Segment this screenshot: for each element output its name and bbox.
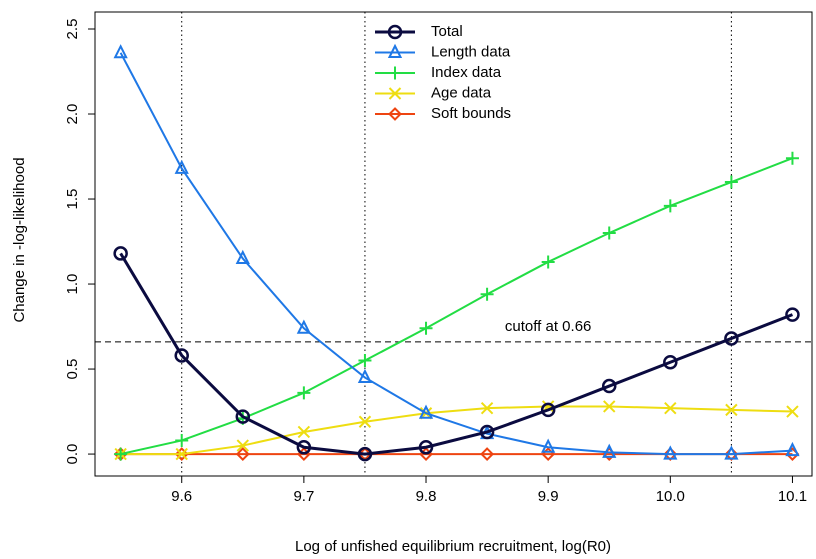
point-marker <box>663 355 678 370</box>
point-marker <box>603 400 616 413</box>
point-marker <box>480 447 495 461</box>
point-marker <box>296 440 312 455</box>
point-marker <box>663 445 678 460</box>
series-line <box>119 252 794 456</box>
point-marker <box>786 405 799 418</box>
series-line <box>120 157 793 456</box>
point-marker <box>785 151 799 165</box>
point-marker <box>174 159 189 174</box>
legend-marker <box>388 87 402 100</box>
legend-marker <box>387 24 403 40</box>
y-tick-label: 0.0 <box>64 444 81 465</box>
point-marker <box>114 447 128 461</box>
point-marker <box>174 348 189 363</box>
legend-marker <box>388 107 402 121</box>
legend-label: Soft bounds <box>431 105 511 122</box>
point-marker <box>235 409 251 424</box>
point-marker <box>541 255 555 269</box>
point-marker <box>602 226 616 240</box>
point-marker <box>419 321 433 335</box>
y-tick-label: 0.5 <box>64 359 81 380</box>
point-marker <box>785 441 800 457</box>
point-marker <box>724 331 739 346</box>
legend-label: Age data <box>431 84 492 101</box>
x-tick-label: 9.6 <box>171 488 192 505</box>
legend-label: Total <box>431 23 463 40</box>
series-line <box>119 52 793 456</box>
point-marker <box>358 354 372 368</box>
point-marker <box>235 447 250 461</box>
point-marker <box>175 447 188 461</box>
point-marker <box>541 438 556 453</box>
point-marker <box>113 44 128 59</box>
point-marker <box>297 386 311 400</box>
point-marker <box>296 319 311 334</box>
point-marker <box>235 249 250 265</box>
legend-label: Index data <box>431 64 502 81</box>
x-tick-label: 9.9 <box>538 488 559 505</box>
point-marker <box>480 287 494 301</box>
point-marker <box>479 424 495 440</box>
point-marker <box>113 246 128 261</box>
x-tick-label: 10.0 <box>656 488 685 505</box>
x-tick-label: 9.7 <box>293 488 314 505</box>
x-tick-label: 9.8 <box>416 488 437 505</box>
point-marker <box>174 447 189 461</box>
point-marker <box>236 439 250 452</box>
x-tick-label: 10.1 <box>778 488 807 505</box>
point-marker <box>357 368 373 384</box>
point-marker <box>724 447 739 461</box>
y-tick-label: 1.5 <box>64 189 81 210</box>
plot-frame <box>94 11 813 477</box>
point-marker <box>663 447 678 461</box>
series-line <box>120 405 793 456</box>
point-marker <box>297 425 311 439</box>
point-marker <box>358 415 372 428</box>
point-marker <box>480 401 494 415</box>
point-marker <box>601 378 617 394</box>
point-marker <box>724 175 738 189</box>
legend-marker <box>388 66 402 80</box>
y-tick-label: 2.5 <box>64 19 81 40</box>
x-axis-label: Log of unfished equilibrium recruitment,… <box>295 538 611 555</box>
y-axis-label: Change in -log-likelihood <box>11 157 28 322</box>
point-marker <box>175 433 189 447</box>
y-tick-label: 2.0 <box>64 104 81 125</box>
legend-label: Length data <box>431 43 511 60</box>
point-marker <box>663 199 677 213</box>
point-marker <box>785 307 800 322</box>
point-marker <box>418 404 434 419</box>
point-marker <box>602 443 617 458</box>
point-marker <box>724 445 739 460</box>
point-marker <box>725 403 738 417</box>
point-marker <box>540 402 556 418</box>
point-marker <box>664 401 677 415</box>
point-marker <box>418 440 434 455</box>
point-marker <box>357 446 373 462</box>
y-tick-label: 1.0 <box>64 274 81 295</box>
legend-marker <box>387 43 403 58</box>
cutoff-annotation: cutoff at 0.66 <box>505 318 591 335</box>
